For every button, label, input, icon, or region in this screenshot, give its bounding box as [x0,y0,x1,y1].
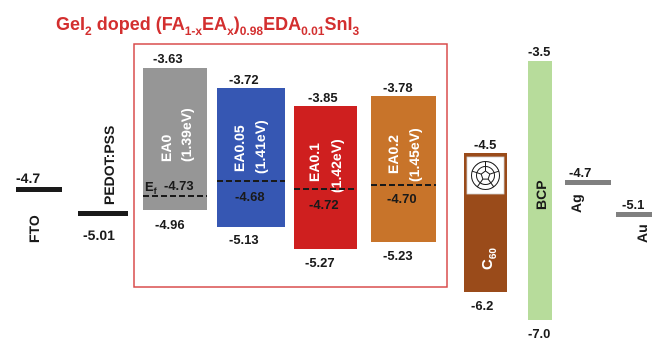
ea01-fermi-value: -4.72 [309,197,339,212]
ea0-bottom-value: -4.96 [155,217,185,232]
ag-level-value: -4.7 [569,165,591,180]
ea01-gap: (1.42eV) [328,139,344,193]
ea005-fermi-value: -4.68 [235,189,265,204]
pedot-level-line [78,211,128,216]
au-label: Au [634,224,650,243]
bcp-band [528,61,552,320]
ea02-band [371,96,436,242]
ea02-bottom-value: -5.23 [383,248,413,263]
ea01-bottom-value: -5.27 [305,255,335,270]
ea005-gap: (1.41eV) [252,120,268,174]
c60-bottom-value: -6.2 [471,298,493,313]
fullerene-icon [471,161,500,190]
ea0-fermi-value: -4.73 [164,178,194,193]
bcp-label: BCP [533,180,549,210]
ea005-bottom-value: -5.13 [229,232,259,247]
ea02-gap: (1.45eV) [406,128,422,182]
ea01-top-value: -3.85 [308,90,338,105]
ea005-band [217,88,285,227]
ag-label: Ag [568,194,584,213]
ea0-band [143,68,207,210]
ea01-label: EA0.1 [306,143,322,182]
ea0-label: EA0 [158,135,174,162]
ea02-label: EA0.2 [385,135,401,174]
c60-top-value: -4.5 [474,137,496,152]
ag-level-line [565,180,611,185]
ea005-top-value: -3.72 [229,72,259,87]
diagram-title: GeI2 doped (FA1-xEAx)0.98EDA0.01SnI3 [56,14,360,38]
ea0-gap: (1.39eV) [178,108,194,162]
ea02-top-value: -3.78 [383,80,413,95]
au-level-line [616,212,652,217]
fto-level-line [16,187,62,192]
fermi-level-label: Ef [145,179,158,196]
pedot-label: PEDOT:PSS [101,126,117,205]
perovskite-frame [133,43,448,288]
ea02-fermi-value: -4.70 [387,191,417,206]
pedot-level-value: -5.01 [83,227,115,243]
fto-label: FTO [26,215,42,243]
fto-level-value: -4.7 [16,170,40,186]
au-level-value: -5.1 [622,197,644,212]
ea0-top-value: -3.63 [153,51,183,66]
ea005-label: EA0.05 [231,125,247,172]
c60-label: C60 [479,248,499,270]
ea01-band [294,106,357,249]
bcp-top-value: -3.5 [528,44,550,59]
bcp-bottom-value: -7.0 [528,326,550,341]
